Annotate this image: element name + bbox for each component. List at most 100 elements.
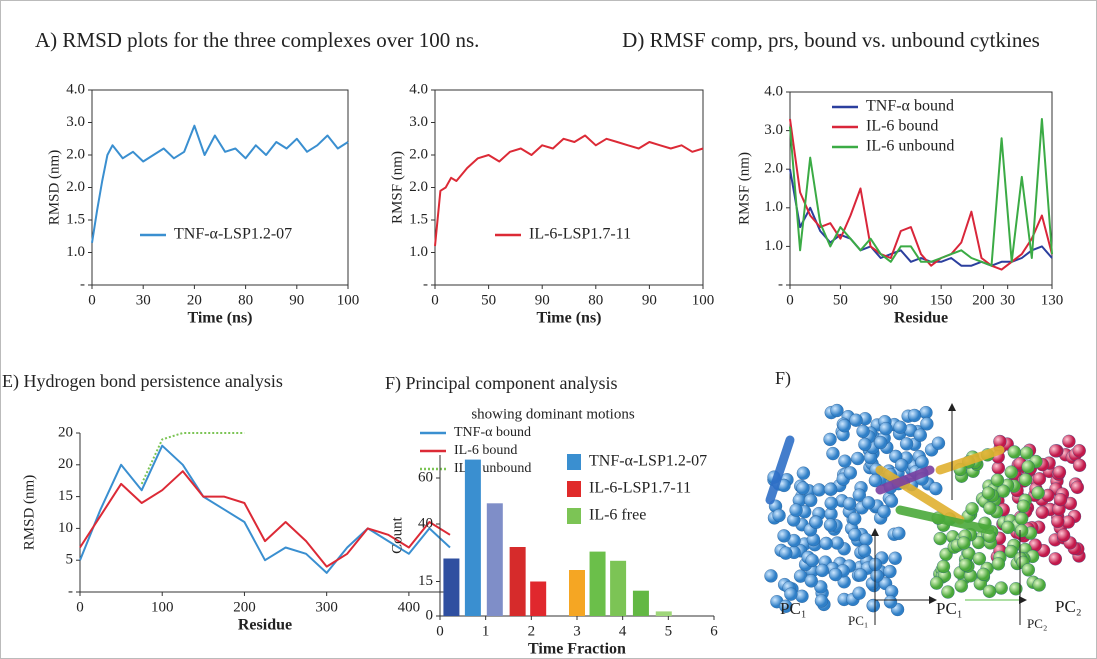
atom <box>879 422 893 436</box>
x-tick-label: 0 <box>786 292 794 308</box>
atom <box>893 420 907 434</box>
x-tick-label: 150 <box>930 292 953 308</box>
legend-label: IL-6 bound <box>866 118 938 135</box>
bar <box>486 503 503 616</box>
bar <box>509 547 526 616</box>
legend-label: IL-6-LSP1.7-11 <box>589 480 691 497</box>
atom <box>814 580 828 594</box>
motion-arrow <box>895 505 995 535</box>
atom <box>965 502 979 516</box>
pc-label: PC₁ <box>936 599 963 618</box>
atom <box>936 559 951 574</box>
x-axis-label: Time Fraction <box>528 641 626 658</box>
atom <box>804 493 818 508</box>
bar <box>464 459 481 616</box>
x-tick-label: 2 <box>528 623 536 639</box>
atom <box>873 435 888 450</box>
y-tick-label: 2.0 <box>66 179 85 195</box>
atom <box>1001 520 1015 535</box>
atom <box>991 557 1006 571</box>
atom <box>852 586 866 600</box>
x-tick-label: 100 <box>692 292 715 308</box>
atom <box>1053 492 1068 507</box>
bar <box>655 611 672 616</box>
atom <box>1007 445 1021 459</box>
x-tick-label: 0 <box>88 292 96 308</box>
motion-arrow <box>875 465 965 525</box>
atom <box>805 553 819 568</box>
atom <box>796 481 810 495</box>
legend-label: IL-6 free <box>589 507 646 524</box>
x-tick-label: 5 <box>665 623 673 639</box>
atom <box>899 437 914 451</box>
atom <box>972 552 987 566</box>
y-tick-label: 2.0 <box>764 161 783 177</box>
atom <box>779 546 793 560</box>
atom <box>931 436 946 450</box>
line-series <box>140 432 245 485</box>
legend-swatch <box>567 454 581 470</box>
atom <box>777 529 791 543</box>
y-tick-label: 2.0 <box>409 179 428 195</box>
bar <box>632 590 649 616</box>
atom <box>990 473 1005 487</box>
atom <box>858 437 872 452</box>
x-tick-label: 90 <box>642 292 657 308</box>
x-tick-label: 90 <box>883 292 898 308</box>
bar <box>530 581 547 616</box>
y-axis-label: RMSF (nm) <box>736 152 752 225</box>
atom <box>853 568 868 582</box>
x-tick-label: 100 <box>337 292 360 308</box>
x-tick-label: 1 <box>482 623 490 639</box>
atom <box>814 594 829 608</box>
line-series <box>79 444 451 574</box>
atom <box>784 587 798 601</box>
atom <box>1009 582 1023 596</box>
atom <box>1015 524 1029 538</box>
y-tick-label: 20 <box>58 456 73 472</box>
panel-title: E) Hydrogen bond persistence analysis <box>2 371 283 392</box>
atom <box>838 454 852 468</box>
x-axis-label: Residue <box>238 617 292 634</box>
atom <box>929 481 943 496</box>
x-tick-label: 90 <box>289 292 304 308</box>
y-tick-label: 60 <box>418 469 433 485</box>
atom <box>1072 444 1086 458</box>
atom <box>892 526 906 541</box>
legend-label: IL-6 unbound <box>866 138 954 155</box>
atom <box>1032 578 1046 592</box>
atom <box>859 532 873 547</box>
plot-frame <box>789 91 1053 286</box>
y-tick-label: 2.0 <box>409 146 428 162</box>
pc-label: PC₂ <box>1027 616 1047 631</box>
atom <box>857 544 872 558</box>
atom <box>1052 465 1067 479</box>
atom <box>913 428 927 442</box>
y-tick-label: 1.0 <box>764 199 783 215</box>
x-tick-label: 0 <box>431 292 439 308</box>
x-tick-label: 30 <box>1000 292 1015 308</box>
atom <box>888 551 902 565</box>
atom <box>826 446 840 461</box>
atom <box>1014 511 1029 526</box>
pc-label: PC₂ <box>1055 597 1082 616</box>
x-tick-label: 90 <box>535 292 550 308</box>
x-tick-label: 300 <box>315 599 338 615</box>
y-tick-label: 40 <box>418 515 433 531</box>
atom <box>848 512 862 526</box>
atom <box>819 536 833 551</box>
panel-label: F) <box>775 368 791 389</box>
atom <box>1072 458 1087 472</box>
atom <box>789 503 803 517</box>
atom <box>796 466 811 480</box>
atom <box>823 482 838 496</box>
y-tick-label: 15 <box>418 573 433 589</box>
x-axis-label: Time (ns) <box>187 310 252 327</box>
atom <box>1056 528 1071 542</box>
atom <box>870 569 884 583</box>
line-series <box>79 470 451 568</box>
x-tick-label: 50 <box>481 292 496 308</box>
x-tick-label: 6 <box>710 623 718 639</box>
atom <box>809 515 823 529</box>
atom <box>849 413 863 427</box>
